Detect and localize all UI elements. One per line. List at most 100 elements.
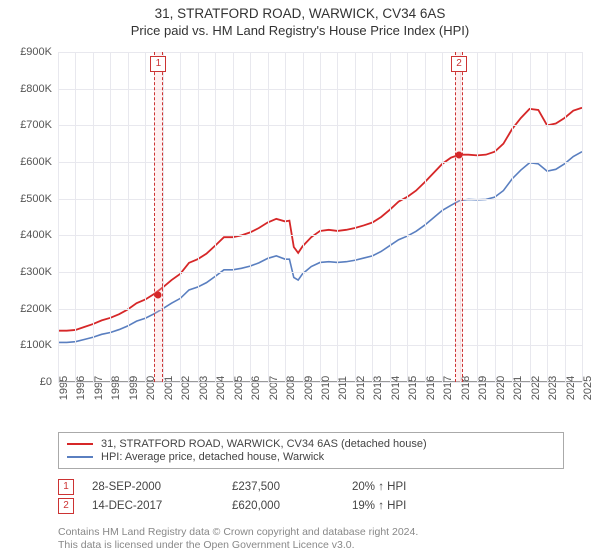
y-tick-label: £900K	[2, 46, 52, 58]
x-gridline	[320, 52, 321, 382]
y-gridline	[58, 272, 582, 273]
x-tick-label: 2008	[285, 376, 297, 400]
x-tick-label: 2002	[180, 376, 192, 400]
y-tick-label: £100K	[2, 339, 52, 351]
y-gridline	[58, 235, 582, 236]
x-tick-label: 2015	[407, 376, 419, 400]
chart-title-line1: 31, STRATFORD ROAD, WARWICK, CV34 6AS	[0, 6, 600, 21]
sale-marker-band	[154, 52, 163, 382]
x-gridline	[250, 52, 251, 382]
sale-date-1: 28-SEP-2000	[92, 481, 232, 493]
x-tick-label: 2001	[163, 376, 175, 400]
x-gridline	[372, 52, 373, 382]
x-tick-label: 1997	[93, 376, 105, 400]
x-tick-label: 2022	[530, 376, 542, 400]
y-gridline	[58, 89, 582, 90]
legend-item-subject: 31, STRATFORD ROAD, WARWICK, CV34 6AS (d…	[67, 438, 555, 450]
y-gridline	[58, 52, 582, 53]
legend-label-hpi: HPI: Average price, detached house, Warw…	[101, 451, 324, 463]
sale-marker-dot	[456, 151, 463, 158]
sale-badge-1: 1	[58, 479, 74, 495]
y-gridline	[58, 309, 582, 310]
x-tick-label: 2006	[250, 376, 262, 400]
x-tick-label: 1999	[128, 376, 140, 400]
legend-item-hpi: HPI: Average price, detached house, Warw…	[67, 451, 555, 463]
x-gridline	[530, 52, 531, 382]
sale-delta-2: 19% ↑ HPI	[352, 500, 472, 512]
x-tick-label: 2014	[390, 376, 402, 400]
footer-line2: This data is licensed under the Open Gov…	[58, 539, 418, 552]
y-tick-label: £600K	[2, 156, 52, 168]
x-tick-label: 2025	[582, 376, 594, 400]
y-tick-label: £700K	[2, 119, 52, 131]
x-gridline	[512, 52, 513, 382]
x-gridline	[128, 52, 129, 382]
sale-marker-badge: 1	[150, 56, 166, 72]
sale-marker-band	[455, 52, 464, 382]
y-gridline	[58, 199, 582, 200]
x-tick-label: 2004	[215, 376, 227, 400]
x-gridline	[110, 52, 111, 382]
y-gridline	[58, 125, 582, 126]
x-gridline	[75, 52, 76, 382]
legend: 31, STRATFORD ROAD, WARWICK, CV34 6AS (d…	[58, 432, 564, 469]
x-gridline	[285, 52, 286, 382]
x-tick-label: 2011	[337, 376, 349, 400]
x-gridline	[495, 52, 496, 382]
y-tick-label: £0	[2, 376, 52, 388]
x-tick-label: 2009	[303, 376, 315, 400]
x-tick-label: 2010	[320, 376, 332, 400]
x-tick-label: 2017	[442, 376, 454, 400]
sale-date-2: 14-DEC-2017	[92, 500, 232, 512]
x-gridline	[215, 52, 216, 382]
y-tick-label: £300K	[2, 266, 52, 278]
sale-delta-1: 20% ↑ HPI	[352, 481, 472, 493]
x-tick-label: 2012	[355, 376, 367, 400]
chart-title-block: 31, STRATFORD ROAD, WARWICK, CV34 6AS Pr…	[0, 0, 600, 38]
x-gridline	[198, 52, 199, 382]
x-tick-label: 2005	[233, 376, 245, 400]
x-tick-label: 2020	[495, 376, 507, 400]
x-tick-label: 2007	[268, 376, 280, 400]
sale-marker-badge: 2	[451, 56, 467, 72]
x-gridline	[268, 52, 269, 382]
x-gridline	[547, 52, 548, 382]
x-gridline	[425, 52, 426, 382]
x-tick-label: 2023	[547, 376, 559, 400]
sale-marker-dot	[155, 291, 162, 298]
x-gridline	[355, 52, 356, 382]
legend-label-subject: 31, STRATFORD ROAD, WARWICK, CV34 6AS (d…	[101, 438, 427, 450]
x-gridline	[477, 52, 478, 382]
y-tick-label: £500K	[2, 193, 52, 205]
sale-row-1: 1 28-SEP-2000 £237,500 20% ↑ HPI	[58, 479, 582, 495]
sale-price-2: £620,000	[232, 500, 352, 512]
sale-badge-2: 2	[58, 498, 74, 514]
y-tick-label: £400K	[2, 229, 52, 241]
x-gridline	[407, 52, 408, 382]
y-gridline	[58, 162, 582, 163]
x-gridline	[337, 52, 338, 382]
x-tick-label: 1996	[75, 376, 87, 400]
y-gridline	[58, 382, 582, 383]
x-tick-label: 1998	[110, 376, 122, 400]
x-gridline	[93, 52, 94, 382]
chart-plot-area: 1995199619971998199920002001200220032004…	[58, 52, 582, 382]
x-gridline	[390, 52, 391, 382]
x-gridline	[145, 52, 146, 382]
footer: Contains HM Land Registry data © Crown c…	[58, 526, 418, 552]
x-gridline	[303, 52, 304, 382]
sale-row-2: 2 14-DEC-2017 £620,000 19% ↑ HPI	[58, 498, 582, 514]
x-tick-label: 2019	[477, 376, 489, 400]
x-gridline	[565, 52, 566, 382]
footer-line1: Contains HM Land Registry data © Crown c…	[58, 526, 418, 539]
x-gridline	[58, 52, 59, 382]
sales-info: 1 28-SEP-2000 £237,500 20% ↑ HPI 2 14-DE…	[58, 476, 582, 517]
x-tick-label: 2024	[565, 376, 577, 400]
y-tick-label: £200K	[2, 303, 52, 315]
x-gridline	[180, 52, 181, 382]
sale-price-1: £237,500	[232, 481, 352, 493]
x-gridline	[163, 52, 164, 382]
y-gridline	[58, 345, 582, 346]
legend-swatch-hpi	[67, 456, 93, 458]
x-tick-label: 2003	[198, 376, 210, 400]
